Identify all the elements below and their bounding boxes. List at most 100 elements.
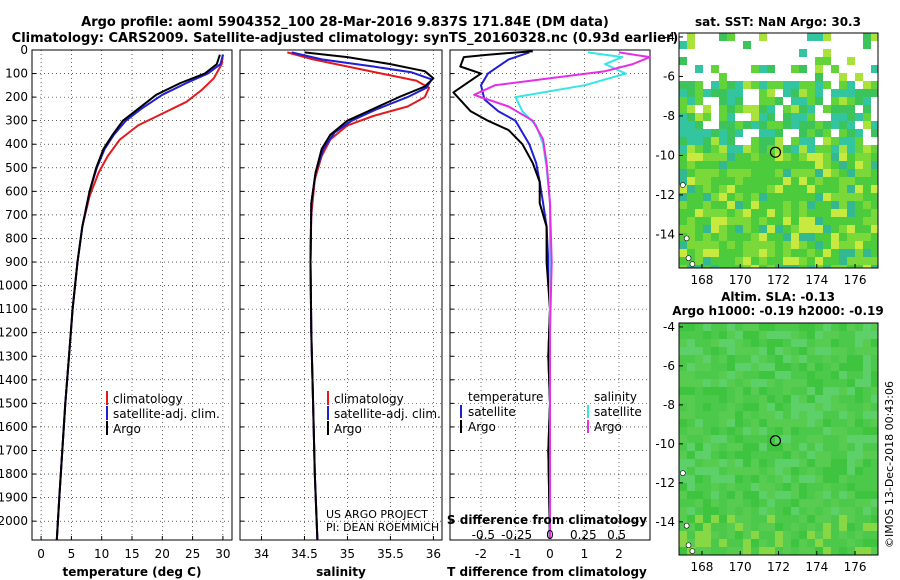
sst-cell [727, 129, 735, 137]
sla-cell [711, 379, 719, 387]
sst-cells [679, 33, 878, 268]
sla-cell [751, 507, 759, 515]
sst-cell [863, 145, 871, 153]
sst-cell [703, 145, 711, 153]
sla-cell [855, 419, 863, 427]
sst-cell [775, 209, 783, 217]
sst-cell [783, 161, 791, 169]
sst-cell [679, 209, 687, 217]
sla-cell [823, 331, 831, 339]
sst-cell [767, 81, 775, 89]
sla-cell [759, 435, 767, 443]
sla-cell [727, 403, 735, 411]
sst-cell [719, 225, 727, 233]
sst-cell [743, 225, 751, 233]
sst-cell [719, 89, 727, 97]
sst-cell [687, 249, 695, 257]
sla-cell [791, 339, 799, 347]
sst-cell [775, 121, 783, 129]
sla-cell [791, 483, 799, 491]
sla-cell [847, 499, 855, 507]
sst-cell [775, 217, 783, 225]
sla-cell [775, 531, 783, 539]
sst-cell [679, 129, 687, 137]
lat-tick-label: -4 [663, 30, 675, 44]
sst-cell [735, 161, 743, 169]
sst-cell [703, 201, 711, 209]
sst-cell [839, 193, 847, 201]
sst-cell [703, 177, 711, 185]
sla-cell [751, 459, 759, 467]
sst-cell [735, 257, 743, 265]
sla-cell [719, 507, 727, 515]
sst-cell [863, 177, 871, 185]
sst-cell [831, 265, 839, 268]
sst-cell [759, 33, 767, 41]
sla-cell [871, 491, 878, 499]
sla-cell [711, 371, 719, 379]
sla-cell [791, 547, 799, 555]
sla-cell [807, 331, 815, 339]
sla-cell [791, 475, 799, 483]
sst-cell [783, 225, 791, 233]
sla-cell [807, 483, 815, 491]
sst-cell [847, 201, 855, 209]
sla-cell [839, 379, 847, 387]
sla-cell [847, 507, 855, 515]
s-difference-label: S difference from climatology [447, 513, 647, 527]
sla-cell [815, 459, 823, 467]
sla-cell [735, 531, 743, 539]
sst-cell [743, 193, 751, 201]
sst-cell [703, 257, 711, 265]
sst-cell [711, 145, 719, 153]
sla-cell [831, 531, 839, 539]
sst-cell [711, 193, 719, 201]
sla-cell [767, 451, 775, 459]
sst-cell [687, 161, 695, 169]
sla-cell [847, 443, 855, 451]
sla-cell [863, 467, 871, 475]
sla-cell [751, 403, 759, 411]
sla-cell [855, 387, 863, 395]
sst-cell [767, 241, 775, 249]
sla-cell [855, 547, 863, 555]
sst-cell [759, 121, 767, 129]
sla-cell [735, 483, 743, 491]
sla-cell [791, 539, 799, 547]
sst-cell [783, 121, 791, 129]
sla-cell [687, 355, 695, 363]
sla-cell [775, 515, 783, 523]
legend-s-argo: Argo [594, 420, 622, 434]
sst-cell [839, 97, 847, 105]
temperature-series [55, 54, 224, 541]
sla-cell [727, 547, 735, 555]
title-line2: Climatology: CARS2009. Satellite-adjuste… [12, 31, 679, 46]
sla-cell [687, 531, 695, 539]
sst-cell [759, 81, 767, 89]
sst-cell [799, 249, 807, 257]
sst-cell [807, 249, 815, 257]
sst-cell [847, 105, 855, 113]
sla-cell [799, 547, 807, 555]
sla-cell [695, 523, 703, 531]
sst-cell [679, 113, 687, 121]
sla-cell [719, 475, 727, 483]
sst-cell [863, 169, 871, 177]
sla-cell [751, 539, 759, 547]
sst-cell [855, 217, 863, 225]
sst-cell [719, 113, 727, 121]
sst-cell [871, 217, 878, 225]
sst-cell [791, 169, 799, 177]
sst-cell [871, 201, 878, 209]
sla-cell [703, 347, 711, 355]
sst-cell [703, 113, 711, 121]
sla-cell [695, 483, 703, 491]
sla-cell [855, 475, 863, 483]
sla-cell [743, 411, 751, 419]
sst-cell [695, 81, 703, 89]
sla-cell [719, 379, 727, 387]
sla-cell [791, 379, 799, 387]
sla-cell [711, 355, 719, 363]
sla-cell [799, 539, 807, 547]
sla-map-subtitle: Argo h1000: -0.19 h2000: -0.19 [672, 304, 883, 318]
